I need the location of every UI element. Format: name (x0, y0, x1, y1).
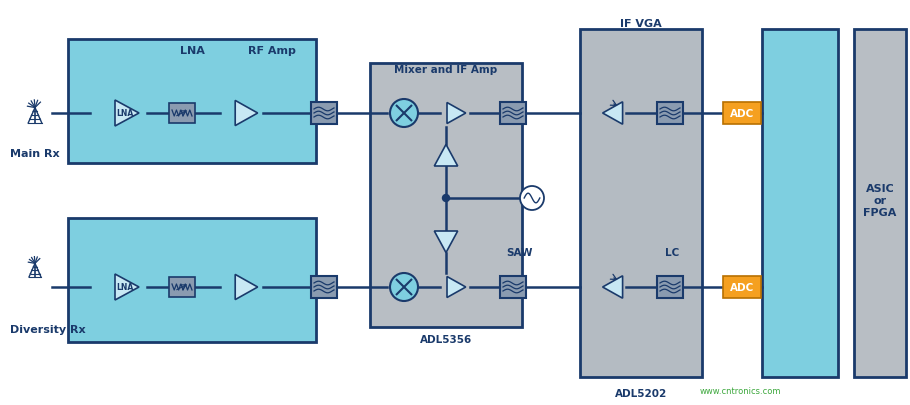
Polygon shape (235, 275, 258, 300)
Polygon shape (434, 145, 458, 166)
Bar (657, 103, 683, 125)
Bar (580, 30, 702, 377)
Text: ADC: ADC (730, 109, 754, 119)
Text: LNA: LNA (116, 109, 134, 118)
Bar (169, 104, 195, 124)
Text: Diversity Rx: Diversity Rx (10, 324, 86, 334)
Text: IF VGA: IF VGA (620, 19, 662, 29)
Text: ADL5356: ADL5356 (420, 334, 472, 344)
Bar (500, 276, 526, 298)
Polygon shape (447, 103, 466, 124)
Polygon shape (115, 101, 139, 127)
Polygon shape (235, 101, 258, 126)
Text: ASIC
or
FPGA: ASIC or FPGA (864, 184, 896, 217)
Polygon shape (602, 276, 622, 298)
Text: LNA: LNA (179, 46, 205, 56)
Bar (311, 103, 337, 125)
Text: SAW: SAW (507, 247, 533, 257)
Circle shape (390, 100, 418, 128)
Polygon shape (602, 102, 622, 125)
Bar (370, 64, 522, 327)
Polygon shape (447, 277, 466, 298)
Polygon shape (723, 276, 761, 298)
Polygon shape (115, 274, 139, 300)
Bar (854, 30, 906, 377)
Text: Mixer and IF Amp: Mixer and IF Amp (394, 65, 498, 75)
Text: RF Amp: RF Amp (248, 46, 296, 56)
Bar (500, 103, 526, 125)
Circle shape (442, 195, 450, 202)
Polygon shape (723, 103, 761, 125)
Text: ADC: ADC (730, 282, 754, 292)
Bar (311, 276, 337, 298)
Text: LC: LC (665, 247, 679, 257)
Text: Main Rx: Main Rx (10, 149, 60, 159)
Bar (762, 30, 838, 377)
Circle shape (390, 273, 418, 301)
Circle shape (520, 187, 544, 211)
Text: ADL5202: ADL5202 (615, 388, 667, 398)
Bar (68, 40, 316, 164)
Text: LNA: LNA (116, 283, 134, 292)
Polygon shape (434, 231, 458, 253)
Bar (68, 218, 316, 342)
Bar (169, 277, 195, 297)
Bar (657, 276, 683, 298)
Text: www.cntronics.com: www.cntronics.com (699, 386, 781, 396)
